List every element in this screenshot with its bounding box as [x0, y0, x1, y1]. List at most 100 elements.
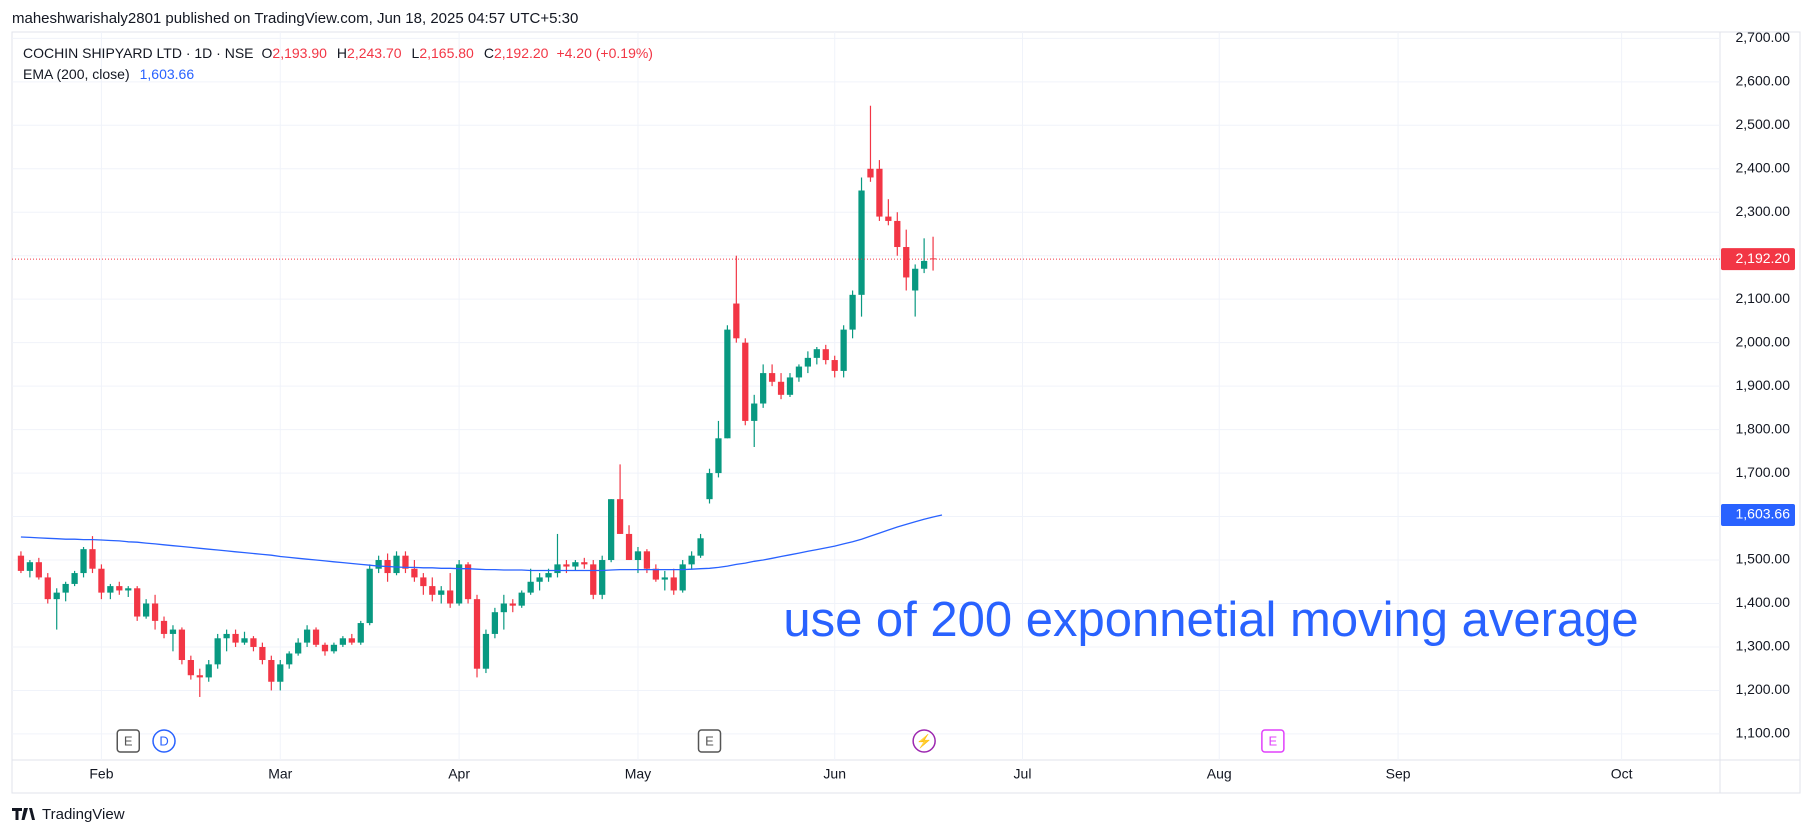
candle-body — [786, 377, 794, 395]
candle-body — [411, 568, 418, 578]
candle-body — [196, 675, 203, 678]
y-tick-label: 1,800.00 — [1736, 420, 1791, 436]
event-icon[interactable] — [697, 729, 722, 753]
y-tick-label: 2,100.00 — [1736, 290, 1791, 306]
event-icon[interactable] — [912, 729, 936, 753]
y-tick-label: 2,000.00 — [1736, 333, 1791, 349]
change: +4.20 (+0.19%) — [556, 45, 653, 61]
candle-body — [688, 555, 695, 565]
legend: COCHIN SHIPYARD LTD · 1D · NSE O2,193.90 H… — [23, 45, 653, 82]
legend-line: COCHIN SHIPYARD LTD · 1D · NSE O2,193.90 H… — [23, 45, 653, 61]
candle-body — [715, 438, 722, 474]
candle-body — [44, 577, 51, 600]
candle-body — [536, 577, 543, 582]
candle-body — [187, 660, 194, 676]
candle-body — [26, 562, 34, 571]
candle-body — [590, 564, 597, 595]
candle-body — [679, 564, 686, 591]
brand-logo — [12, 808, 35, 820]
candle-body — [822, 349, 829, 361]
event-label: ⚡ — [916, 733, 932, 749]
y-tick-label: 1,400.00 — [1736, 594, 1791, 610]
ohlc-value: 2,193.90 — [272, 45, 327, 61]
candle-body — [751, 403, 758, 421]
candle-body — [241, 638, 248, 643]
y-tick-label: 2,500.00 — [1736, 116, 1791, 132]
y-tick-label: 1,300.00 — [1736, 638, 1791, 654]
candle-body — [143, 603, 150, 617]
candle-body — [151, 603, 159, 621]
candle-body — [214, 638, 221, 665]
ohlc-value: 2,192.20 — [494, 45, 549, 61]
plot — [12, 105, 1720, 697]
x-tick-label: Aug — [1207, 766, 1232, 782]
event-icon[interactable] — [116, 729, 141, 753]
chart-frame — [11, 31, 1801, 794]
event-label: D — [159, 733, 168, 748]
candle-body — [473, 599, 481, 669]
candle-body — [53, 592, 60, 600]
candle-body — [447, 590, 454, 604]
candle-body — [858, 190, 865, 295]
candle-body — [849, 294, 856, 330]
candle-body — [268, 660, 275, 682]
event-icon[interactable] — [152, 729, 176, 753]
candle-body — [581, 562, 588, 565]
candle-body — [742, 342, 749, 421]
axes: 1,100.00 1,200.00 1,300.00 1,400.00 1,500.00… — [89, 29, 1795, 782]
candle-body — [840, 329, 847, 371]
grid — [12, 32, 1720, 760]
candle-body — [17, 555, 25, 571]
candle-body — [455, 564, 463, 604]
candle-body — [867, 168, 874, 178]
x-tick-label: May — [625, 766, 651, 782]
candle-body — [912, 268, 919, 291]
y-tick-label: 1,900.00 — [1736, 377, 1791, 393]
candle-body — [599, 560, 606, 595]
candle-body — [125, 588, 132, 591]
y-tick-label: 1,700.00 — [1736, 464, 1791, 480]
candle-body — [894, 220, 901, 248]
y-tick-label: 2,400.00 — [1736, 159, 1791, 175]
ema-price-label: 1,603.66 — [1736, 506, 1791, 522]
candle-body — [250, 638, 257, 647]
event-label: E — [1269, 733, 1278, 748]
candle-body — [160, 620, 168, 634]
y-tick-label: 2,600.00 — [1736, 73, 1791, 89]
symbol-title: COCHIN SHIPYARD LTD · 1D · NSE — [23, 45, 254, 61]
candle-body — [777, 381, 785, 395]
annotation: use of 200 exponnetial moving average — [783, 593, 1638, 647]
candle-body — [366, 568, 373, 624]
candle-body — [303, 629, 311, 643]
y-tick-label: 1,100.00 — [1736, 725, 1791, 741]
candle-body — [169, 629, 177, 634]
candle-body — [277, 664, 284, 682]
ema-price-tag — [1721, 503, 1795, 526]
candle-body — [670, 577, 677, 591]
published-note: maheshwarishaly2801 published on Trading… — [12, 10, 578, 27]
candle-body — [80, 549, 87, 574]
candle-body — [205, 664, 212, 678]
candle-body — [527, 581, 534, 593]
x-tick-label: Mar — [268, 766, 292, 782]
candle-body — [697, 538, 704, 556]
candle-body — [71, 573, 78, 584]
ohlc-value: 2,243.70 — [347, 45, 402, 61]
candle-body — [357, 623, 364, 643]
ohlc-key: L — [412, 45, 420, 61]
brand: TradingView — [12, 806, 125, 823]
candle-body — [724, 329, 731, 439]
candle-body — [813, 349, 820, 358]
candle-body — [464, 564, 472, 600]
candle-body — [608, 499, 615, 561]
event-icon[interactable] — [1261, 729, 1285, 753]
candle-body — [348, 638, 355, 643]
event-label: E — [705, 733, 714, 748]
candle-body — [107, 586, 114, 593]
candle-body — [634, 551, 642, 561]
candle-body — [768, 373, 776, 382]
ema-legend: EMA (200, close) 1,603.66 — [23, 66, 194, 82]
candle-body — [554, 564, 561, 574]
